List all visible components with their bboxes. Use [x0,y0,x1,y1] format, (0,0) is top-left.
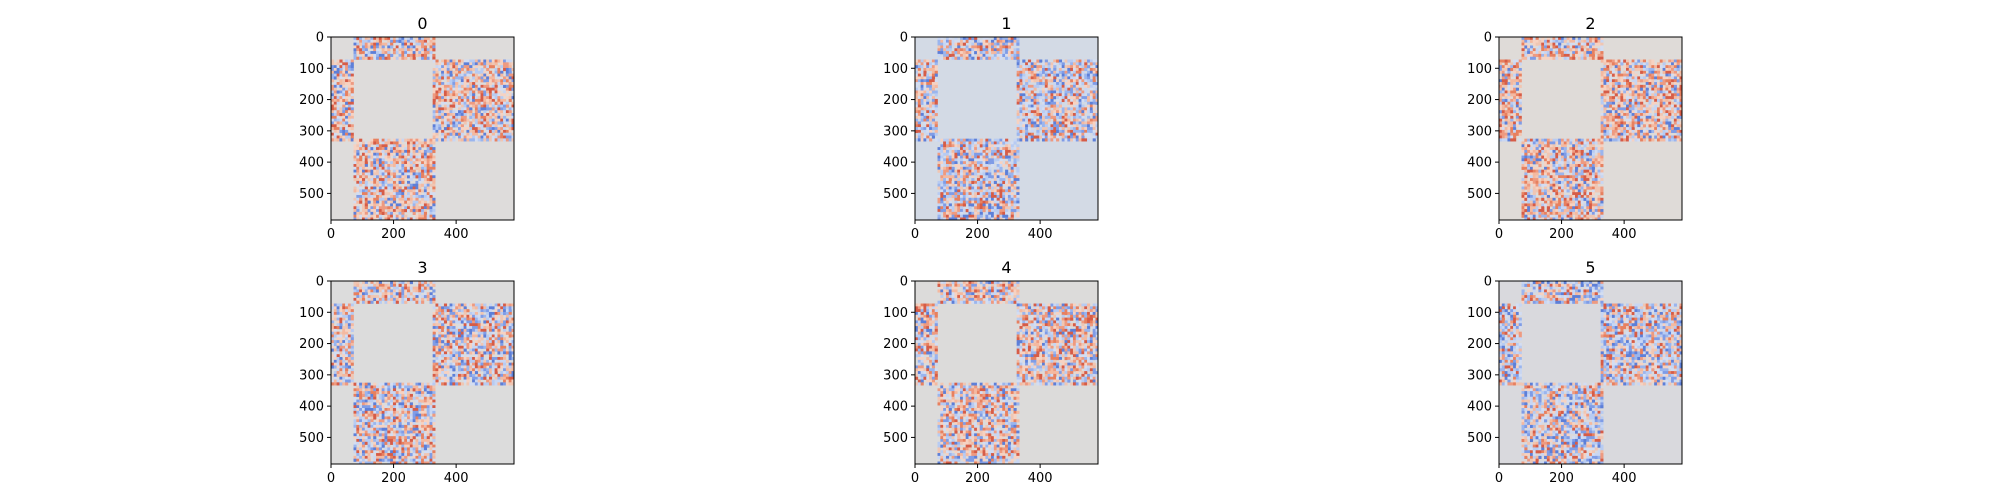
y-tick-label: 400 [883,400,908,415]
axes-frame [1498,280,1683,465]
heatmap-panel-4: 4 0 200 400 0 100 200 300 400 500 [883,258,1099,486]
x-tick-label: 400 [1612,471,1637,486]
y-tick-label: 400 [1467,400,1492,415]
x-tick-label: 0 [911,227,919,242]
noise-block [331,59,354,142]
noise-block [1521,37,1604,60]
panel-title: 2 [1585,14,1595,33]
x-tick-label: 0 [911,471,919,486]
noise-block [331,303,354,386]
y-tick-label: 500 [883,187,908,202]
x-tick-label: 400 [1028,471,1053,486]
y-tick-label: 100 [1467,62,1492,77]
y-tick-label: 0 [900,275,908,290]
x-tick-label: 200 [1549,227,1574,242]
noise-block [937,37,1020,60]
heatmap-panel-5: 5 0 200 400 0 100 200 300 400 500 [1467,258,1683,486]
y-tick-label: 400 [1467,156,1492,171]
y-tick-label: 100 [1467,306,1492,321]
y-tick-label: 500 [299,187,324,202]
y-tick-label: 200 [883,337,908,352]
y-tick-label: 100 [883,306,908,321]
y-tick-label: 200 [299,93,324,108]
axes-frame [330,280,515,465]
heatmap-panel-1: 1 0 200 400 0 100 200 300 400 500 [883,14,1099,242]
y-tick-label: 500 [299,431,324,446]
noise-block [915,59,938,142]
y-tick-label: 300 [883,368,908,383]
y-tick-label: 200 [1467,93,1492,108]
axes-frame [914,280,1099,465]
x-tick-label: 200 [381,227,406,242]
y-tick-label: 500 [1467,431,1492,446]
panel-title: 3 [417,258,427,277]
heatmap-panel-0: 0 0 200 400 0 100 200 300 400 500 [299,14,515,242]
noise-block [432,303,514,386]
noise-block [353,138,436,220]
y-tick-label: 0 [1484,275,1492,290]
noise-block [937,281,1020,304]
y-tick-label: 200 [299,337,324,352]
noise-block [1499,303,1522,386]
y-tick-label: 500 [883,431,908,446]
x-tick-label: 400 [1028,227,1053,242]
x-tick-label: 0 [1495,227,1503,242]
y-tick-label: 400 [299,156,324,171]
noise-block [1521,138,1604,220]
x-tick-label: 0 [327,227,335,242]
noise-block [915,303,938,386]
y-tick-label: 100 [299,62,324,77]
x-tick-label: 0 [1495,471,1503,486]
x-tick-label: 400 [444,227,469,242]
axes-frame [914,36,1099,221]
y-tick-label: 0 [1484,31,1492,46]
panel-title: 4 [1001,258,1011,277]
noise-block [937,138,1020,220]
y-tick-label: 200 [1467,337,1492,352]
noise-block [1499,59,1522,142]
noise-block [353,281,436,304]
noise-block [1600,303,1682,386]
y-tick-label: 0 [900,31,908,46]
x-tick-label: 400 [444,471,469,486]
panel-title: 1 [1001,14,1011,33]
axes-frame [330,36,515,221]
y-tick-label: 300 [883,124,908,139]
heatmap-panel-3: 3 0 200 400 0 100 200 300 400 500 [299,258,515,486]
noise-block [1600,59,1682,142]
noise-block [353,37,436,60]
y-tick-label: 300 [299,368,324,383]
noise-block [1016,303,1098,386]
y-tick-label: 0 [316,31,324,46]
y-tick-label: 100 [299,306,324,321]
panel-title: 0 [417,14,427,33]
y-tick-label: 400 [883,156,908,171]
noise-block [432,59,514,142]
panel-title: 5 [1585,258,1595,277]
axes-frame [1498,36,1683,221]
y-tick-label: 0 [316,275,324,290]
y-tick-label: 300 [299,124,324,139]
x-tick-label: 200 [965,227,990,242]
noise-block [1521,281,1604,304]
y-tick-label: 100 [883,62,908,77]
heatmap-panel-2: 2 0 200 400 0 100 200 300 400 500 [1467,14,1683,242]
x-tick-label: 200 [1549,471,1574,486]
y-tick-label: 300 [1467,368,1492,383]
y-tick-label: 200 [883,93,908,108]
noise-block [1521,382,1604,464]
noise-block [1016,59,1098,142]
x-tick-label: 400 [1612,227,1637,242]
y-tick-label: 400 [299,400,324,415]
x-tick-label: 200 [965,471,990,486]
noise-block [937,382,1020,464]
noise-block [353,382,436,464]
x-tick-label: 0 [327,471,335,486]
y-tick-label: 300 [1467,124,1492,139]
x-tick-label: 200 [381,471,406,486]
y-tick-label: 500 [1467,187,1492,202]
